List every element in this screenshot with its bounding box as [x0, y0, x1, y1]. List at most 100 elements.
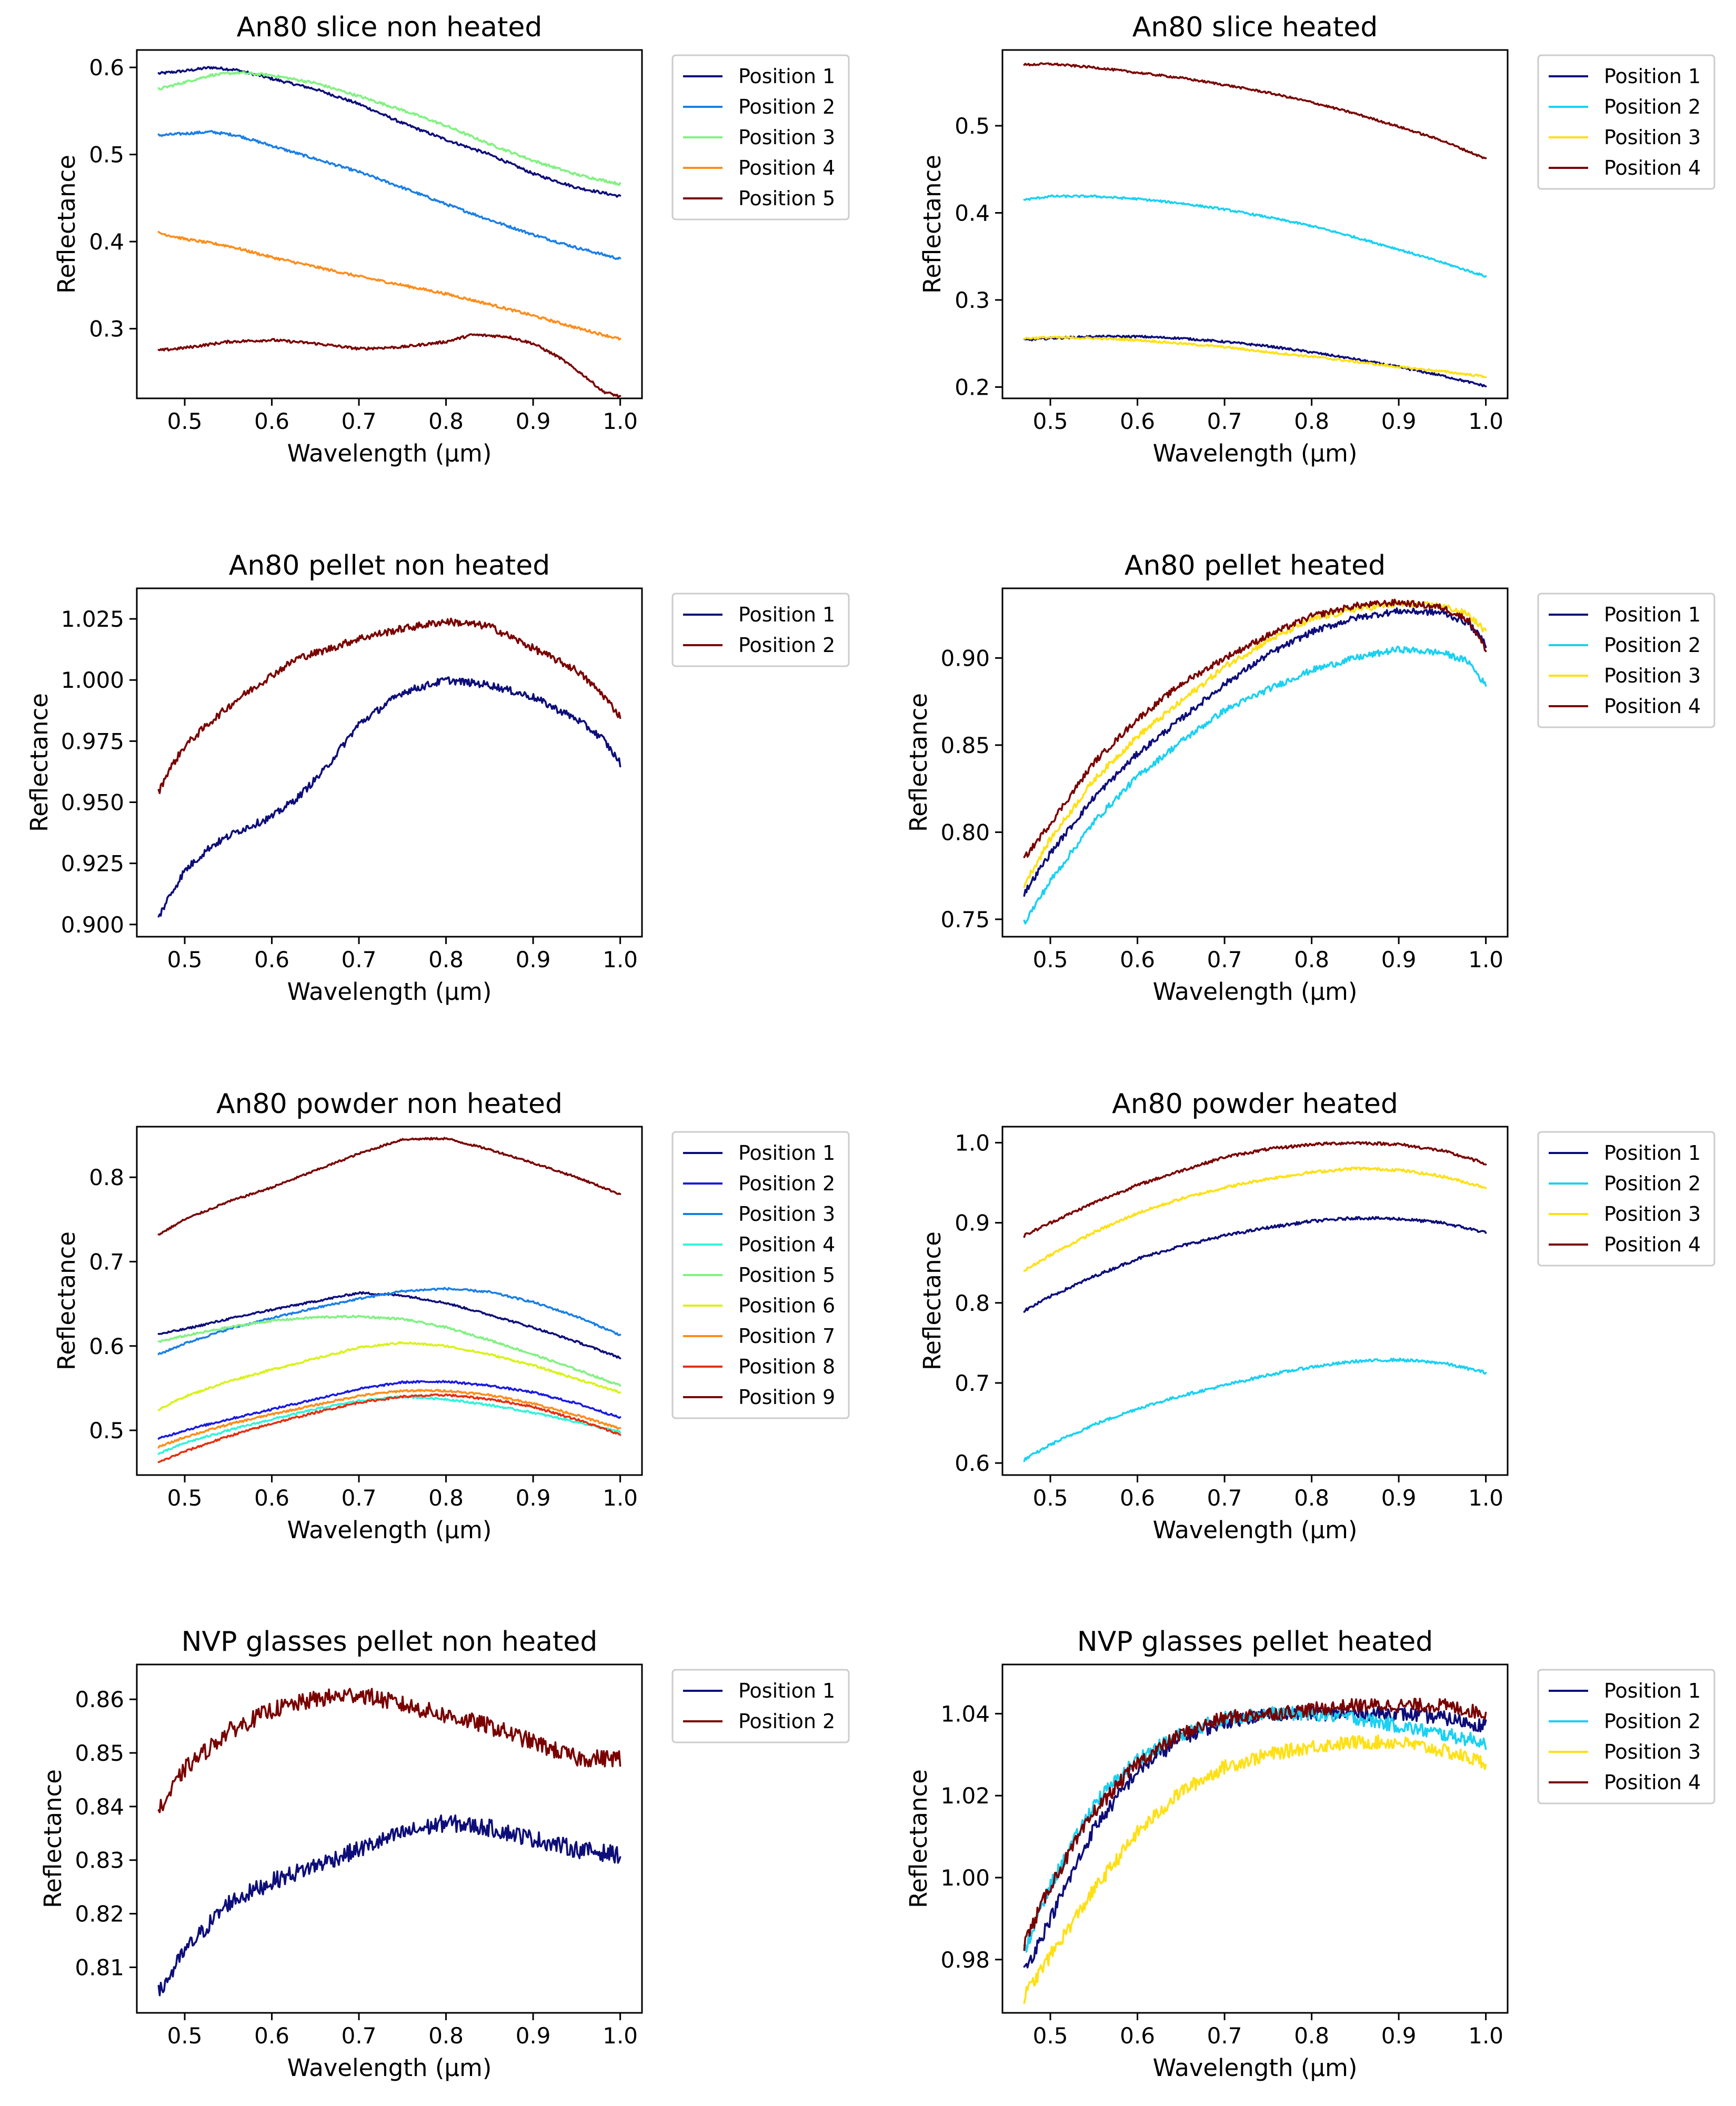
x-tick-label: 0.7: [1207, 947, 1242, 972]
y-tick-label: 0.8: [89, 1165, 124, 1190]
y-tick-label: 0.925: [61, 851, 124, 877]
series-line-3: [1023, 1734, 1487, 2004]
series-line-1: [157, 676, 621, 918]
chart-panel-3: An80 pellet non heated 0.5 0.6 0.7 0.8 0.9 1.0…: [25, 550, 850, 1006]
legend-entry: Position 2: [1604, 95, 1701, 118]
y-tick-label: 1.00: [940, 1865, 990, 1891]
y-tick-label: 0.5: [89, 1418, 124, 1443]
legend-box: [671, 1131, 850, 1419]
y-tick-label: 0.80: [940, 819, 990, 845]
x-axis-label: Wavelength (µm): [1153, 439, 1358, 467]
legend-entry: Position 4: [738, 1233, 835, 1256]
y-tick-label: 0.83: [75, 1848, 124, 1873]
y-axis-label: Reflectance: [905, 1769, 932, 1908]
x-tick-label: 0.8: [428, 2023, 464, 2049]
series-line-4: [1023, 598, 1487, 858]
y-tick-label: 0.975: [61, 728, 124, 754]
series-line-4: [1023, 1698, 1487, 1951]
y-tick-label: 0.85: [75, 1740, 124, 1766]
series-line-2: [157, 617, 621, 794]
series-line-2: [157, 1380, 621, 1440]
chart-title: An80 powder non heated: [216, 1088, 563, 1120]
y-axis-label: Reflectance: [905, 693, 932, 832]
legend: Position 1 Position 2 Position 3 Position 4: [1537, 593, 1715, 728]
legend: Position 1 Position 2: [671, 1669, 850, 1743]
y-tick-label: 0.84: [75, 1794, 124, 1820]
y-tick-label: 0.2: [955, 374, 990, 400]
series-group: [157, 617, 621, 918]
y-tick-label: 0.82: [75, 1901, 124, 1927]
plot-frame: [136, 587, 643, 938]
chart-title: An80 powder heated: [1112, 1088, 1398, 1120]
legend-entry: Position 2: [1604, 1710, 1701, 1733]
series-line-2: [157, 1688, 621, 1813]
x-tick-label: 0.6: [1120, 2023, 1155, 2049]
series-line-8: [157, 1393, 621, 1463]
legend: Position 1 Position 2 Position 3 Position 4…: [671, 1131, 850, 1419]
legend-entry: Position 2: [1604, 634, 1701, 657]
y-tick-label: 0.5: [955, 113, 990, 139]
legend-entry: Position 3: [1604, 1740, 1701, 1763]
x-tick-label: 0.7: [342, 947, 377, 972]
x-tick-label: 1.0: [1468, 408, 1503, 434]
legend: Position 1 Position 2 Position 3 Position 4: [1537, 1669, 1715, 1804]
series-line-4: [1023, 1141, 1487, 1238]
y-tick-label: 1.000: [61, 667, 124, 693]
x-tick-label: 0.6: [1120, 1485, 1155, 1511]
chart-panel-4: An80 pellet heated 0.5 0.6 0.7 0.8 0.9 1.0 0.75…: [905, 550, 1715, 1006]
chart-panel-8: NVP glasses pellet heated 0.5 0.6 0.7 0.8 0.9…: [905, 1626, 1715, 2082]
x-tick-label: 1.0: [603, 408, 638, 434]
x-tick-label: 0.5: [1033, 408, 1068, 434]
legend-entry: Position 4: [1604, 156, 1701, 179]
y-tick-label: 0.4: [89, 229, 124, 255]
x-tick-label: 0.6: [1120, 947, 1155, 972]
plot-frame: [1001, 587, 1509, 938]
series-line-9: [157, 1137, 621, 1236]
legend-box: [671, 593, 850, 667]
legend-entry: Position 3: [1604, 664, 1701, 687]
series-line-3: [1023, 1166, 1487, 1272]
legend-box: [671, 54, 850, 220]
x-axis-label: Wavelength (µm): [287, 2054, 492, 2082]
x-axis-label: Wavelength (µm): [1153, 2054, 1358, 2082]
y-tick-label: 0.90: [940, 645, 990, 671]
legend-entry: Position 1: [1604, 1141, 1701, 1165]
legend-entry: Position 4: [1604, 1771, 1701, 1794]
chart-panel-2: An80 slice heated 0.5 0.6 0.7 0.8 0.9 1.0 0.2 0.…: [918, 12, 1715, 467]
series-line-5: [157, 333, 621, 398]
legend-entry: Position 1: [738, 65, 835, 88]
legend-entry: Position 1: [1604, 603, 1701, 626]
legend-entry: Position 2: [1604, 1172, 1701, 1195]
x-tick-label: 0.7: [342, 1485, 377, 1511]
y-tick-label: 0.6: [89, 55, 124, 81]
series-line-1: [157, 1291, 621, 1360]
chart-panel-6: An80 powder heated 0.5 0.6 0.7 0.8 0.9 1.0 0.6 0…: [918, 1088, 1715, 1544]
plot-frame: [136, 49, 643, 399]
legend-entry: Position 6: [738, 1294, 835, 1317]
legend-entry: Position 4: [1604, 1233, 1701, 1256]
plot-frame: [136, 1663, 643, 2014]
y-tick-label: 1.04: [940, 1701, 990, 1727]
y-tick-label: 0.98: [940, 1947, 990, 1973]
legend-entry: Position 2: [738, 95, 835, 118]
x-tick-label: 0.7: [1207, 1485, 1242, 1511]
y-tick-label: 0.5: [89, 142, 124, 168]
chart-title: An80 slice heated: [1132, 12, 1378, 43]
series-line-1: [157, 66, 621, 198]
y-tick-label: 0.6: [955, 1450, 990, 1476]
legend-box: [1537, 1669, 1715, 1804]
y-tick-label: 0.85: [940, 733, 990, 758]
legend-entry: Position 1: [738, 1141, 835, 1165]
legend: Position 1 Position 2: [671, 593, 850, 667]
x-tick-label: 0.8: [1294, 2023, 1329, 2049]
legend-entry: Position 2: [738, 1172, 835, 1195]
series-line-1: [1023, 334, 1487, 388]
legend-entry: Position 3: [1604, 1202, 1701, 1226]
x-tick-label: 0.9: [1381, 408, 1417, 434]
x-tick-label: 1.0: [603, 2023, 638, 2049]
chart-title: NVP glasses pellet non heated: [182, 1626, 598, 1658]
series-line-2: [1023, 194, 1487, 278]
x-tick-label: 0.9: [1381, 2023, 1417, 2049]
legend-entry: Position 1: [738, 1679, 835, 1702]
x-tick-label: 0.7: [342, 2023, 377, 2049]
